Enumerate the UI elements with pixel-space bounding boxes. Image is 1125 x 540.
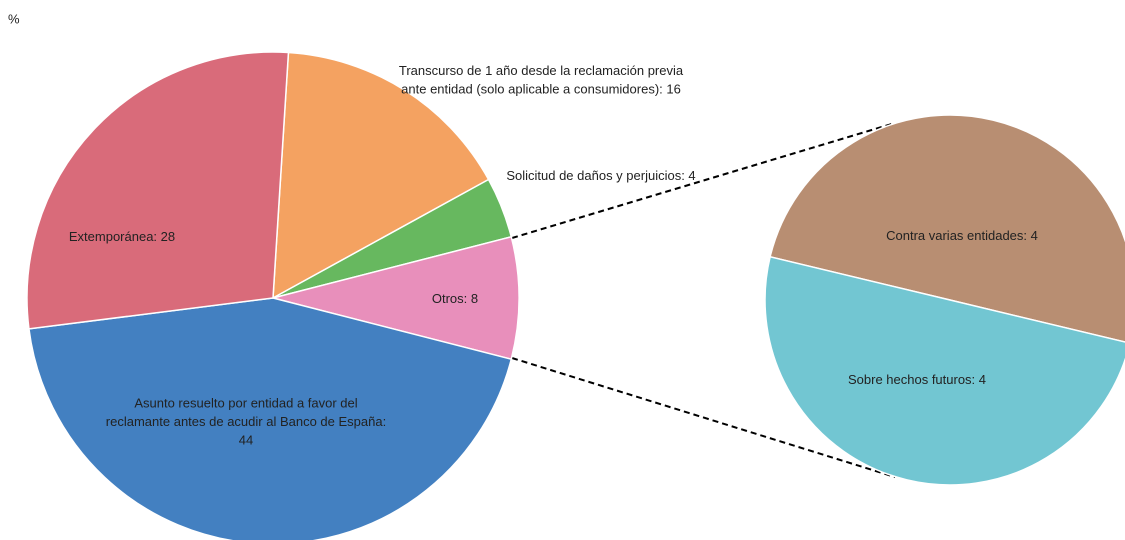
pie-slice <box>26 51 290 330</box>
data-label: Solicitud de daños y perjuicios: 4 <box>506 168 695 183</box>
pie-slice <box>764 255 1125 486</box>
pie-slice <box>272 51 490 300</box>
data-label: Sobre hechos futuros: 4 <box>848 372 986 387</box>
unit-label: % <box>8 11 20 26</box>
connector <box>511 357 896 478</box>
data-label: Asunto resuelto por entidad a favor del r… <box>106 396 386 448</box>
connector <box>511 122 896 239</box>
pie-slice <box>28 297 513 540</box>
data-label: Transcurso de 1 año desde la reclamación… <box>399 63 684 97</box>
pie-slice <box>272 235 520 361</box>
pie-slice <box>769 114 1125 343</box>
data-label: Otros: 8 <box>432 291 478 306</box>
data-label: Contra varias entidades: 4 <box>886 228 1038 243</box>
data-label: Extemporánea: 28 <box>69 229 175 244</box>
